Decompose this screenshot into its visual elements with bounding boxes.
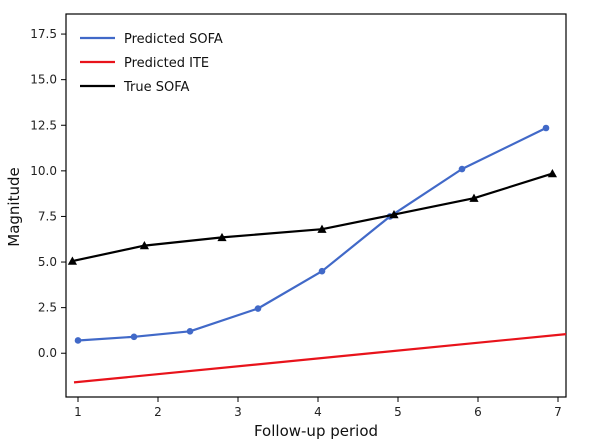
data-point-predicted-sofa [458, 165, 466, 173]
legend-label-predicted-ite: Predicted ITE [124, 56, 209, 71]
data-point-true-sofa [547, 168, 557, 178]
series-line-predicted-sofa [77, 127, 547, 342]
data-point-true-sofa [317, 224, 327, 233]
y-tick-label: 17.5 [30, 27, 57, 41]
y-tick-label: 7.5 [38, 209, 57, 223]
x-tick-label: 4 [314, 405, 322, 419]
x-tick-label: 7 [554, 405, 562, 419]
plot-frame [65, 13, 567, 398]
x-tick-label: 3 [234, 405, 242, 419]
y-axis-label: Magnitude [5, 167, 23, 246]
data-point-true-sofa [469, 193, 479, 202]
x-tick-label: 5 [394, 405, 402, 419]
y-tick-label: 5.0 [38, 255, 57, 269]
x-tick-label: 6 [474, 405, 482, 419]
legend: Predicted SOFA Predicted ITE True SOFA [80, 32, 223, 95]
y-tick-label: 0.0 [38, 346, 57, 360]
data-point-true-sofa [389, 210, 399, 219]
data-point-predicted-sofa [186, 328, 194, 335]
x-axis-ticks: 1 2 3 4 5 6 7 [74, 397, 562, 419]
series-layer [67, 124, 567, 384]
data-point-predicted-sofa [318, 267, 326, 275]
series-line-predicted-ite [73, 333, 567, 384]
data-point-predicted-sofa [74, 337, 82, 344]
data-point-predicted-sofa [542, 124, 550, 132]
data-point-true-sofa [139, 241, 149, 250]
y-tick-label: 12.5 [30, 118, 57, 132]
y-tick-label: 15.0 [30, 73, 57, 87]
y-tick-label: 10.0 [30, 164, 57, 178]
x-axis-label: Follow-up period [254, 422, 378, 440]
x-tick-label: 1 [74, 405, 82, 419]
data-point-true-sofa [67, 256, 77, 265]
y-axis-ticks: 0.0 2.5 5.0 7.5 10.0 12.5 15.0 17.5 [30, 27, 66, 360]
legend-label-predicted-sofa: Predicted SOFA [124, 32, 223, 47]
x-tick-label: 2 [154, 405, 162, 419]
data-point-predicted-sofa [130, 333, 138, 341]
data-point-predicted-sofa [254, 305, 262, 312]
legend-label-true-sofa: True SOFA [123, 80, 190, 95]
data-point-true-sofa [217, 232, 227, 242]
y-tick-label: 2.5 [38, 301, 57, 315]
